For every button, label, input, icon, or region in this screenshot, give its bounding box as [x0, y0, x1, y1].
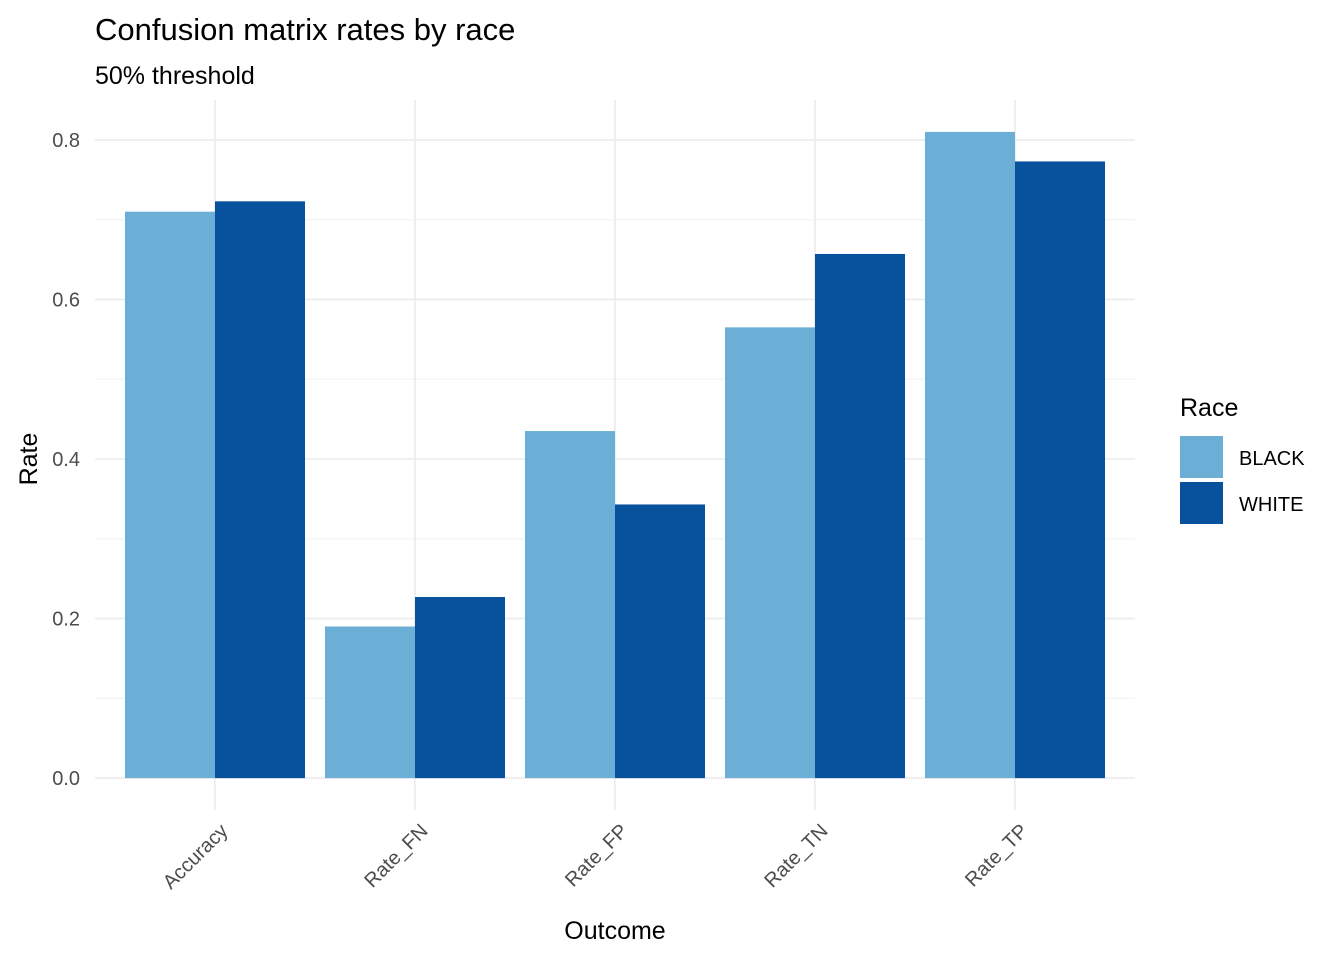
bars	[125, 131, 1105, 779]
bar-white-rate-fp	[615, 504, 705, 779]
y-tick-label: 0.0	[52, 768, 80, 790]
x-axis-title: Outcome	[564, 917, 665, 945]
y-axis-ticks: 0.0 0.2 0.4 0.6 0.8	[52, 130, 80, 790]
bar-white-accuracy	[215, 201, 305, 779]
x-tick-label: Rate_FN	[360, 820, 432, 892]
chart-subtitle: 50% threshold	[95, 62, 255, 90]
bar-white-rate-fn	[415, 597, 505, 779]
y-axis-title: Rate	[15, 433, 43, 486]
legend-swatch-white	[1180, 482, 1223, 524]
y-tick-label: 0.6	[52, 289, 80, 311]
bar-white-rate-tp	[1015, 161, 1105, 779]
bar-black-rate-tn	[725, 327, 815, 779]
bar-black-rate-fn	[325, 626, 415, 779]
chart-title: Confusion matrix rates by race	[95, 12, 515, 47]
y-tick-label: 0.2	[52, 609, 80, 631]
x-tick-label: Rate_TN	[760, 820, 832, 892]
x-tick-label: Rate_FP	[561, 820, 632, 891]
legend-title: Race	[1180, 394, 1238, 422]
x-tick-label: Rate_TP	[961, 820, 1032, 891]
legend: Race BLACK WHITE	[1180, 394, 1305, 524]
y-tick-label: 0.8	[52, 130, 80, 152]
bar-black-rate-tp	[925, 131, 1015, 779]
x-axis-ticks: Accuracy Rate_FN Rate_FP Rate_TN Rate_TP	[159, 820, 1033, 894]
y-tick-label: 0.4	[52, 449, 80, 471]
bar-black-accuracy	[125, 211, 215, 779]
legend-label-black: BLACK	[1239, 448, 1305, 470]
bar-black-rate-fp	[525, 431, 615, 779]
x-tick-label: Accuracy	[159, 820, 233, 894]
bar-white-rate-tn	[815, 253, 905, 779]
plot-area	[95, 100, 1135, 810]
legend-label-white: WHITE	[1239, 494, 1303, 516]
legend-items: BLACK WHITE	[1180, 436, 1305, 524]
legend-swatch-black	[1180, 436, 1223, 478]
